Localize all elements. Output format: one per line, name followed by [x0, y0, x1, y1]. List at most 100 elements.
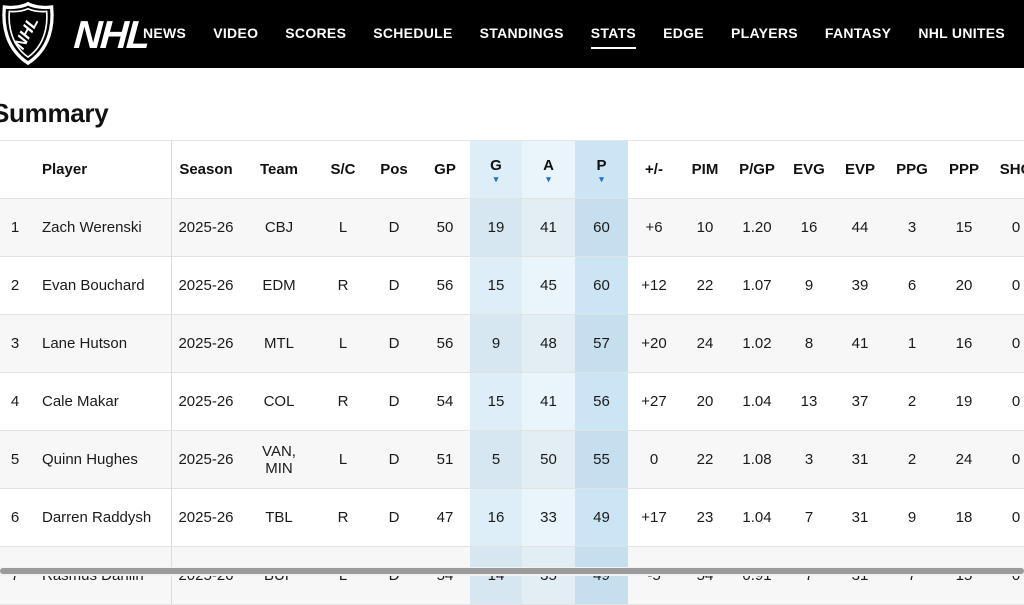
cell-player[interactable]: Quinn Hughes	[30, 431, 172, 488]
cell-g: 19	[470, 199, 522, 256]
cell-shg: 0	[990, 199, 1024, 256]
cell-team: TBL	[240, 489, 318, 546]
cell-ppg: 2	[886, 373, 938, 430]
cell-pim: 10	[680, 199, 730, 256]
nav-item-news[interactable]: NEWS	[143, 25, 186, 41]
cell-a: 48	[522, 315, 575, 372]
nav-item-edge[interactable]: EDGE	[663, 25, 704, 41]
cell-season: 2025-26	[172, 489, 240, 546]
cell-sc: L	[318, 315, 368, 372]
cell-pos: D	[368, 373, 420, 430]
cell-season: 2025-26	[172, 373, 240, 430]
column-header-p[interactable]: P▾	[575, 141, 628, 198]
column-header-pos[interactable]: Pos	[368, 141, 420, 198]
column-header-plus_minus[interactable]: +/-	[628, 141, 680, 198]
cell-rank: 5	[0, 431, 30, 488]
cell-evg: 7	[784, 489, 834, 546]
cell-season: 2025-26	[172, 431, 240, 488]
cell-player[interactable]: Darren Raddysh	[30, 489, 172, 546]
cell-evp: 41	[834, 315, 886, 372]
column-header-team[interactable]: Team	[240, 141, 318, 198]
horizontal-scrollbar-track[interactable]	[0, 567, 1024, 576]
cell-evg: 3	[784, 431, 834, 488]
cell-p: 49	[575, 489, 628, 546]
cell-pim: 20	[680, 373, 730, 430]
nav-item-video[interactable]: VIDEO	[213, 25, 258, 41]
cell-gp: 56	[420, 315, 470, 372]
nav-item-scores[interactable]: SCORES	[285, 25, 346, 41]
cell-sc: R	[318, 489, 368, 546]
cell-p: 56	[575, 373, 628, 430]
cell-evp: 37	[834, 373, 886, 430]
column-header-player[interactable]: Player	[30, 141, 172, 198]
cell-ppp: 18	[938, 489, 990, 546]
column-header-evp[interactable]: EVP	[834, 141, 886, 198]
column-header-sc[interactable]: S/C	[318, 141, 368, 198]
cell-p: 60	[575, 257, 628, 314]
cell-season: 2025-26	[172, 199, 240, 256]
column-header-rank[interactable]	[0, 141, 30, 198]
cell-shg: 0	[990, 373, 1024, 430]
cell-shg: 0	[990, 257, 1024, 314]
nav-item-nhl-unites[interactable]: NHL UNITES	[918, 25, 1005, 41]
sort-desc-arrow-icon: ▾	[494, 175, 499, 183]
nav-item-standings[interactable]: STANDINGS	[480, 25, 564, 41]
column-header-g[interactable]: G▾	[470, 141, 522, 198]
nav-item-players[interactable]: PLAYERS	[731, 25, 798, 41]
cell-pos: D	[368, 199, 420, 256]
cell-sc: R	[318, 373, 368, 430]
column-header-shg[interactable]: SHG	[990, 141, 1024, 198]
cell-evp: 39	[834, 257, 886, 314]
cell-plus_minus: +20	[628, 315, 680, 372]
cell-team: CBJ	[240, 199, 318, 256]
column-header-ppp[interactable]: PPP	[938, 141, 990, 198]
cell-season: 2025-26	[172, 257, 240, 314]
cell-shg: 0	[990, 431, 1024, 488]
cell-ppg: 2	[886, 431, 938, 488]
nav-item-stats[interactable]: STATS	[591, 25, 636, 49]
column-header-evg[interactable]: EVG	[784, 141, 834, 198]
cell-season: 2025-26	[172, 315, 240, 372]
cell-team: COL	[240, 373, 318, 430]
horizontal-scrollbar-thumb[interactable]	[0, 568, 1024, 574]
nav-item-schedule[interactable]: SCHEDULE	[373, 25, 452, 41]
column-header-ppg[interactable]: PPG	[886, 141, 938, 198]
cell-player[interactable]: Zach Werenski	[30, 199, 172, 256]
cell-ppg: 6	[886, 257, 938, 314]
cell-pos: D	[368, 315, 420, 372]
cell-ppp: 15	[938, 199, 990, 256]
cell-plus_minus: 0	[628, 431, 680, 488]
cell-pos: D	[368, 489, 420, 546]
nav-item-fantasy[interactable]: FANTASY	[825, 25, 891, 41]
cell-plus_minus: +17	[628, 489, 680, 546]
cell-ppg: 1	[886, 315, 938, 372]
cell-team: EDM	[240, 257, 318, 314]
cell-team: MTL	[240, 315, 318, 372]
cell-plus_minus: +27	[628, 373, 680, 430]
column-header-a[interactable]: A▾	[522, 141, 575, 198]
cell-a: 41	[522, 373, 575, 430]
cell-g: 15	[470, 257, 522, 314]
cell-a: 41	[522, 199, 575, 256]
nhl-shield-logo-icon[interactable]: NHL	[0, 1, 70, 67]
nav-menu: NEWS VIDEO SCORES SCHEDULE STANDINGS STATS EDG…	[143, 0, 1024, 68]
nhl-wordmark[interactable]: NHL	[72, 14, 149, 58]
column-header-pgp[interactable]: P/GP	[730, 141, 784, 198]
cell-player[interactable]: Cale Makar	[30, 373, 172, 430]
cell-player[interactable]: Lane Hutson	[30, 315, 172, 372]
column-header-pim[interactable]: PIM	[680, 141, 730, 198]
column-header-season[interactable]: Season	[172, 141, 240, 198]
cell-p: 57	[575, 315, 628, 372]
page-title: Summary	[0, 98, 108, 129]
column-header-gp[interactable]: GP	[420, 141, 470, 198]
cell-pos: D	[368, 257, 420, 314]
cell-rank: 6	[0, 489, 30, 546]
cell-evg: 16	[784, 199, 834, 256]
cell-evg: 13	[784, 373, 834, 430]
cell-pgp: 1.02	[730, 315, 784, 372]
cell-player[interactable]: Evan Bouchard	[30, 257, 172, 314]
